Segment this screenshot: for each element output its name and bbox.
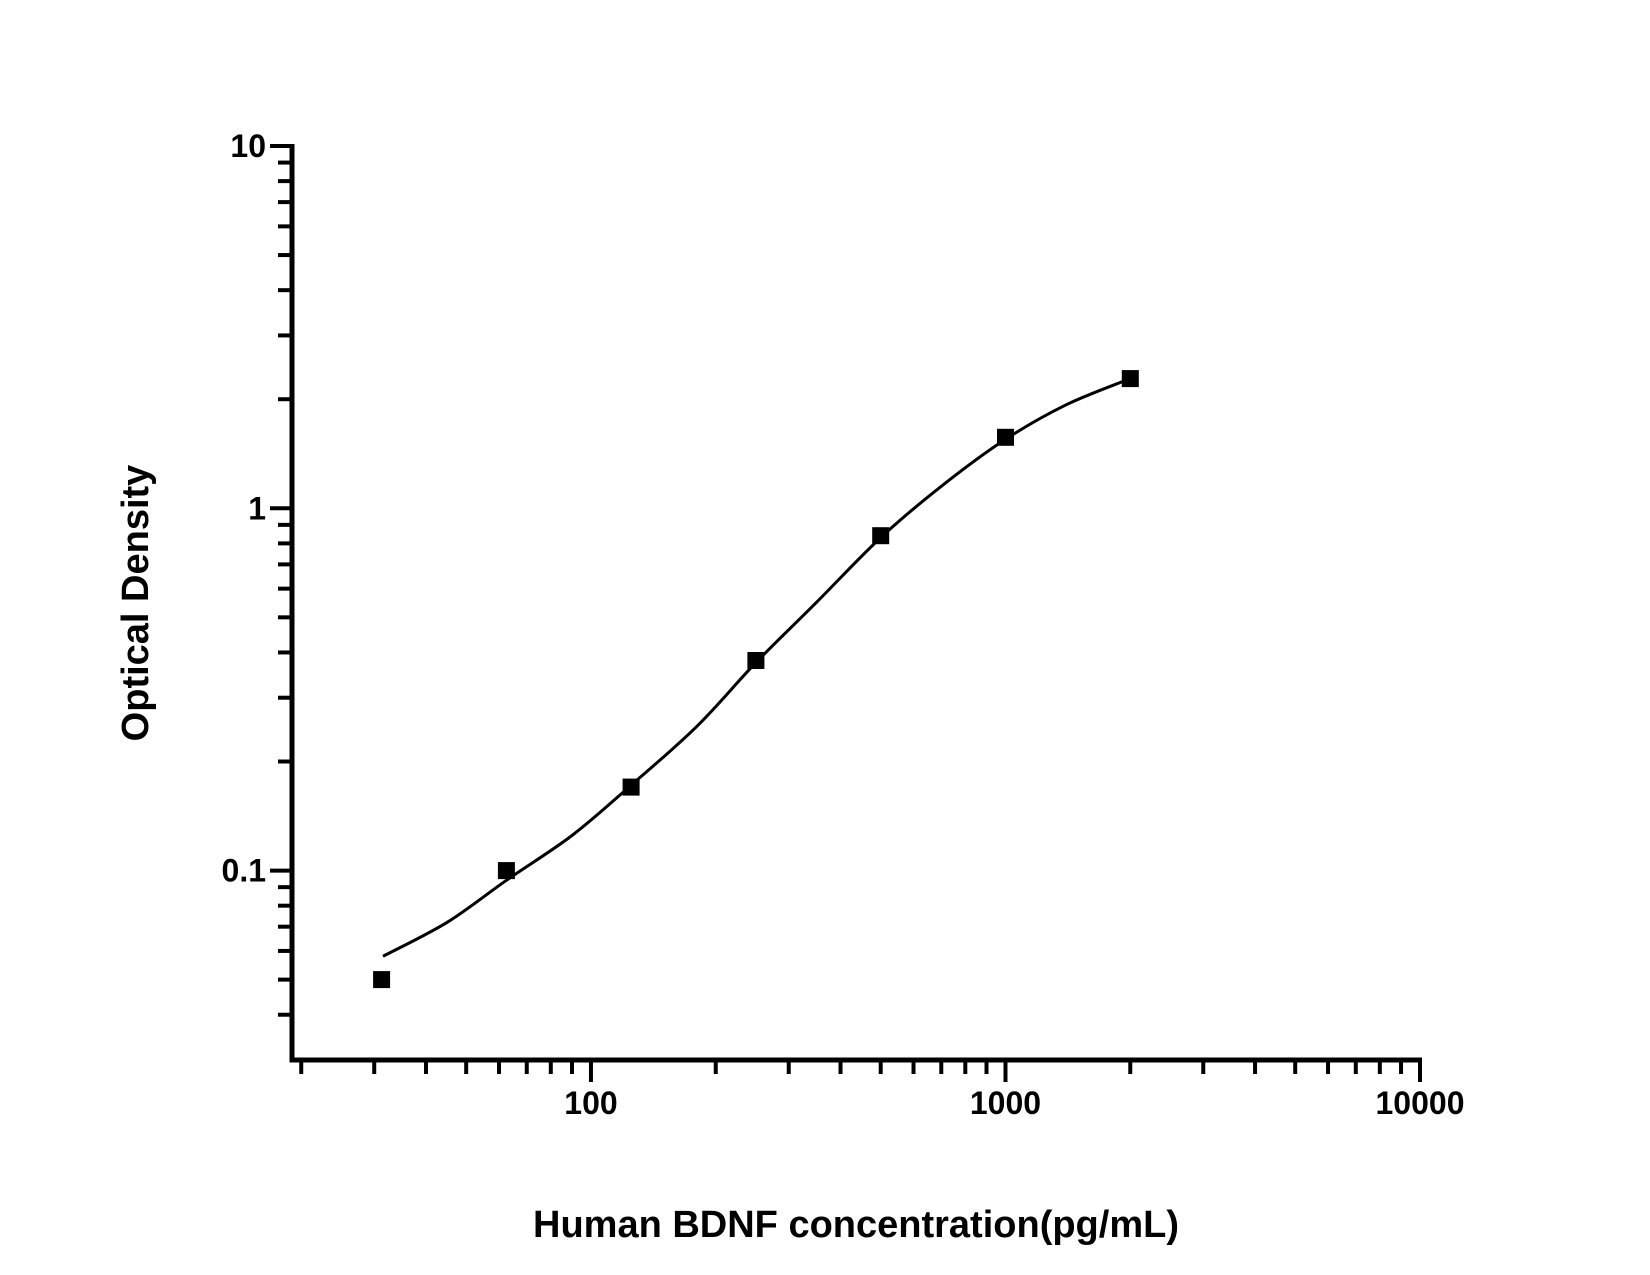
x-axis-title: Human BDNF concentration(pg/mL): [533, 1204, 1179, 1246]
data-layer: [373, 370, 1139, 989]
y-tick-label: 10: [230, 128, 266, 164]
axes-layer: [289, 144, 1422, 1063]
data-point: [373, 971, 391, 989]
data-point: [872, 527, 890, 545]
x-tick-label: 1000: [970, 1085, 1041, 1121]
data-point: [622, 778, 640, 796]
ticks-layer: [270, 144, 1422, 1082]
data-point: [747, 652, 765, 669]
data-point: [997, 428, 1014, 446]
y-tick-label: 1: [248, 490, 266, 526]
data-point: [497, 862, 515, 880]
tick-labels-layer: 100 1000 10000 10 1 0.1: [222, 128, 1465, 1121]
x-tick-label: 10000: [1376, 1085, 1465, 1121]
y-axis-title: Optical Density: [115, 465, 157, 742]
y-tick-label: 0.1: [222, 853, 266, 889]
x-tick-label: 100: [564, 1085, 617, 1121]
data-point: [1121, 370, 1139, 388]
